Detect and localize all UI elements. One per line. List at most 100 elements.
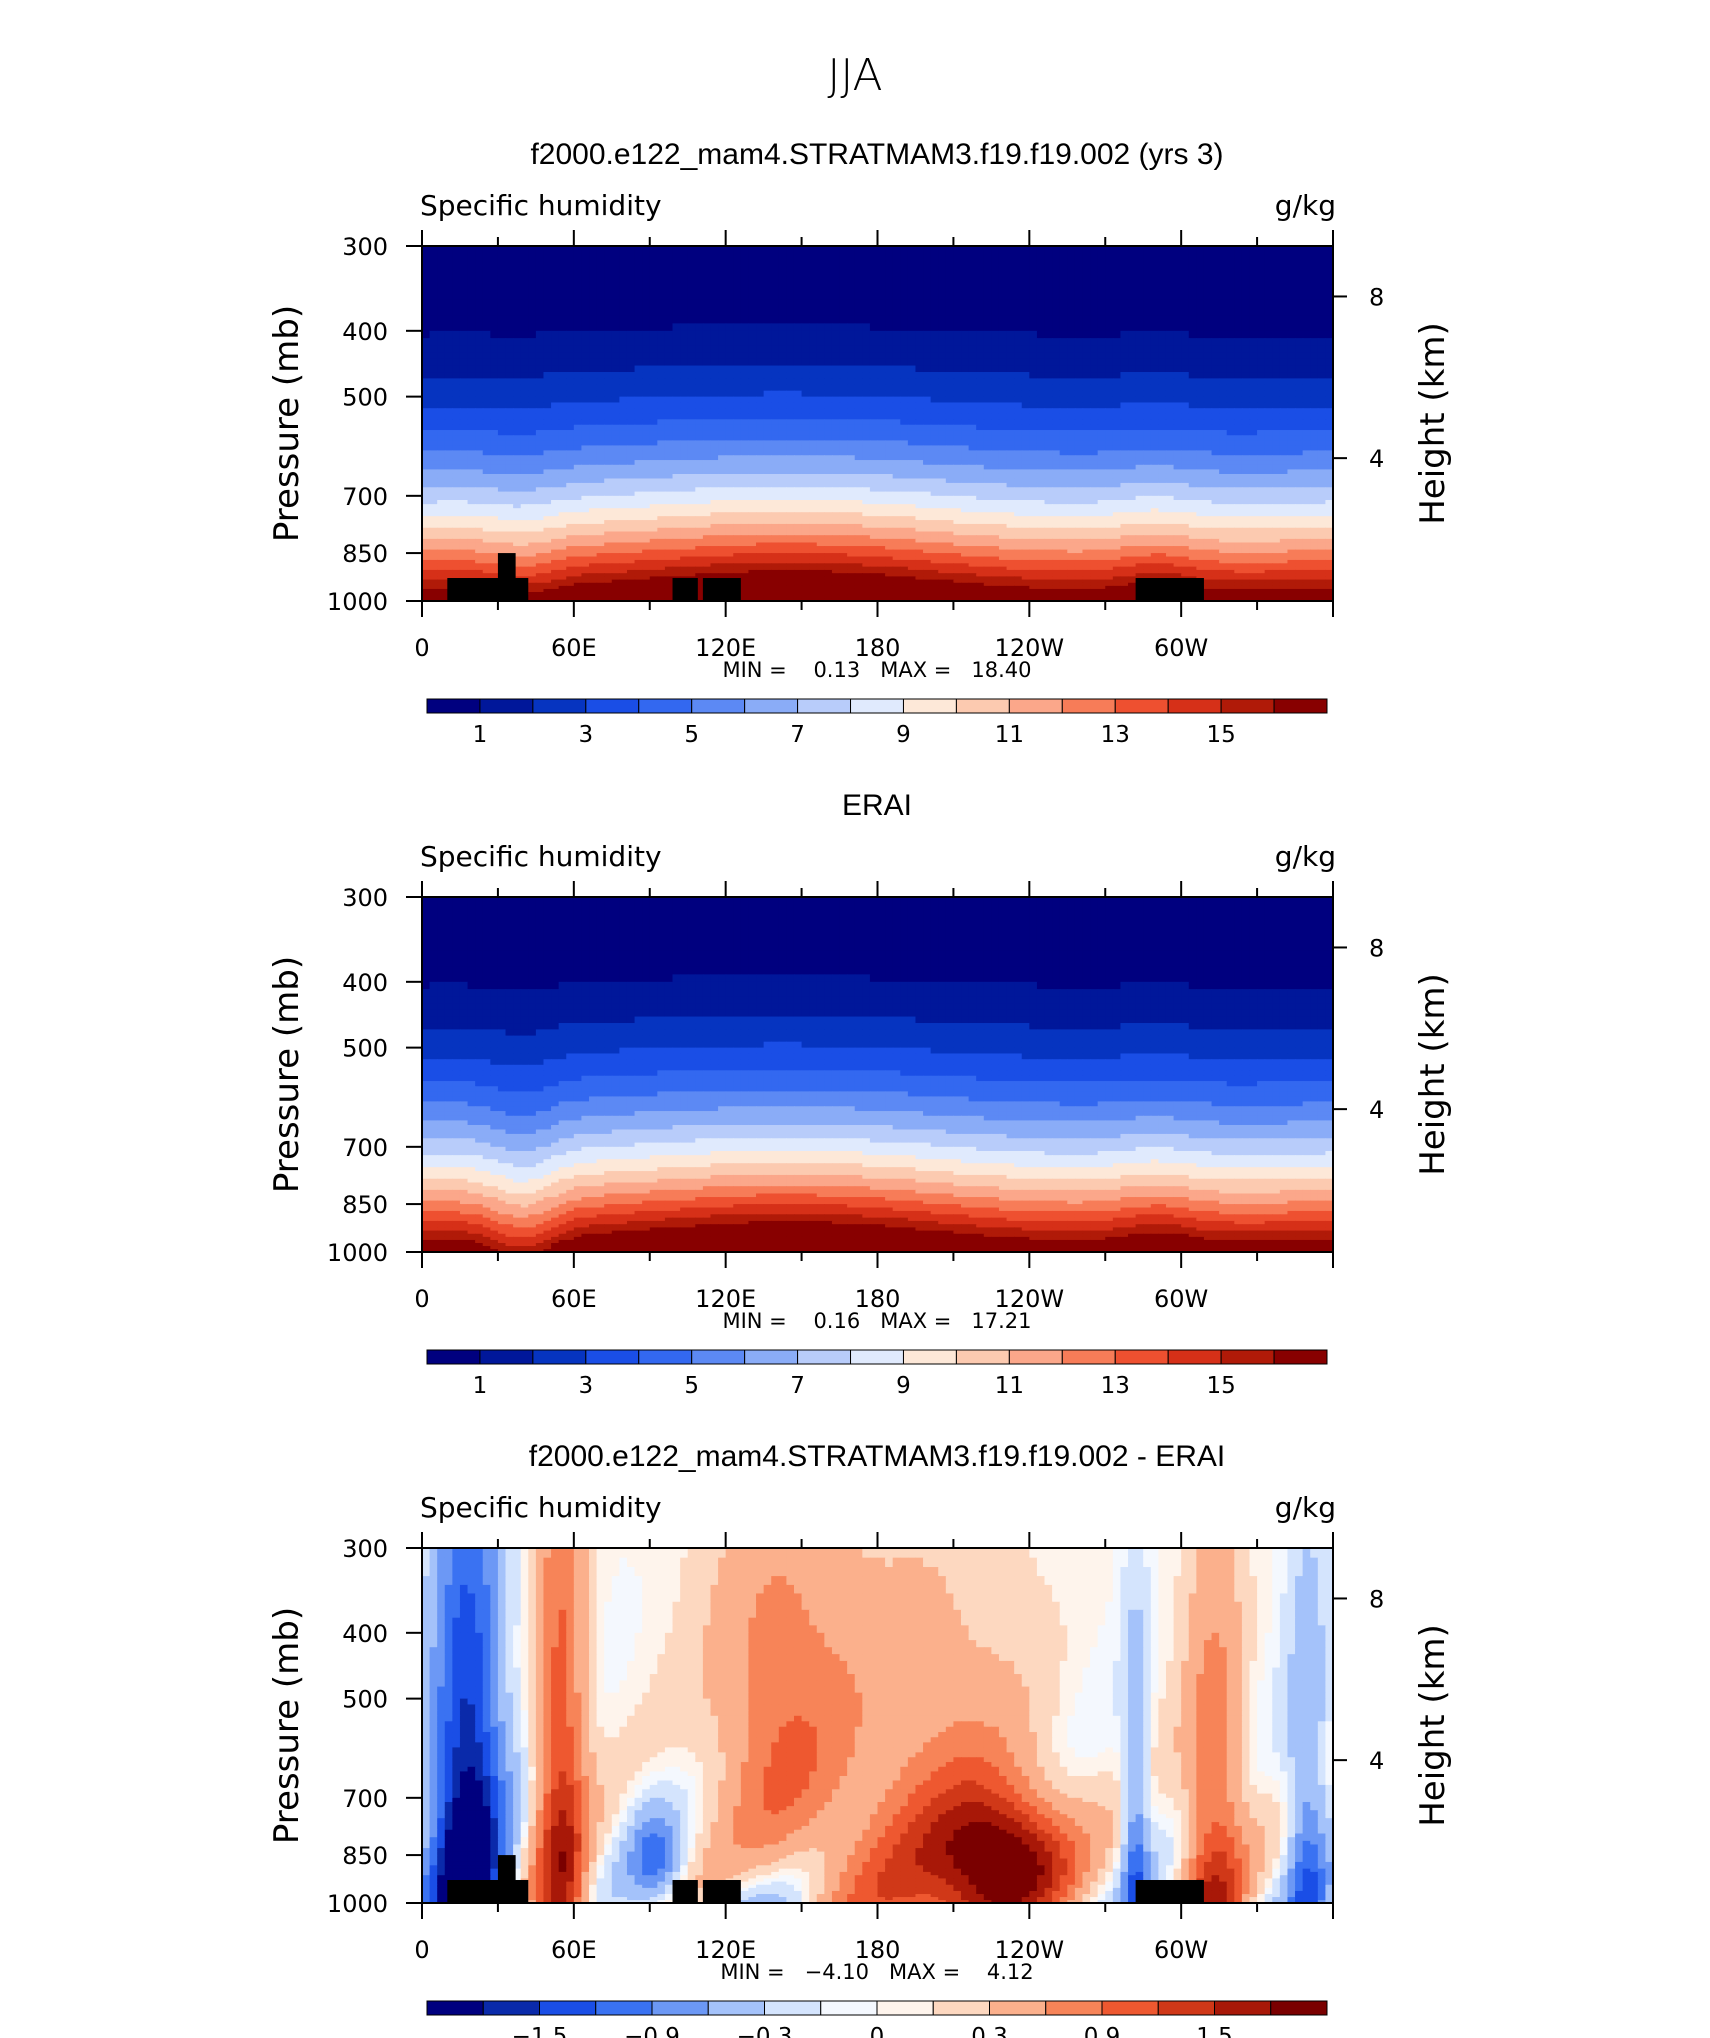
field-cell — [1310, 255, 1319, 266]
field-cell — [1044, 430, 1053, 436]
field-cell — [1287, 495, 1296, 501]
field-cell — [1158, 246, 1167, 257]
field-cell — [1188, 460, 1197, 466]
field-cell — [740, 378, 750, 386]
field-cell — [1044, 291, 1053, 301]
field-cell — [596, 396, 605, 404]
field-cell — [718, 500, 727, 505]
field-cell — [1211, 413, 1220, 420]
field-cell — [1105, 358, 1114, 367]
field-cell — [1135, 419, 1144, 426]
field-cell — [672, 430, 681, 436]
field-cell — [1287, 378, 1296, 386]
field-cell — [1128, 455, 1137, 461]
field-cell — [763, 464, 772, 471]
field-cell — [589, 435, 598, 441]
field-cell — [505, 291, 514, 301]
field-cell — [1097, 352, 1106, 360]
field-cell — [771, 482, 780, 488]
field-cell — [1219, 315, 1228, 324]
field-cell — [1105, 330, 1114, 339]
field-cell — [1143, 265, 1152, 275]
field-cell — [718, 435, 727, 441]
field-cell — [459, 473, 469, 480]
field-cell — [589, 455, 598, 461]
field-cell — [801, 282, 810, 293]
field-cell — [573, 424, 583, 431]
field-cell — [702, 408, 712, 415]
field-cell — [1325, 265, 1334, 275]
field-cell — [1219, 430, 1228, 436]
field-cell — [642, 330, 651, 339]
field-cell — [998, 408, 1008, 415]
field-cell — [1059, 246, 1068, 257]
field-cell — [1036, 378, 1046, 386]
field-cell — [1112, 430, 1122, 436]
field-cell — [793, 246, 803, 257]
field-cell — [497, 445, 507, 451]
field-cell — [854, 408, 863, 415]
field-cell — [1044, 338, 1053, 346]
field-cell — [786, 291, 795, 301]
field-cell — [1059, 478, 1068, 484]
field-cell — [581, 330, 590, 339]
field-cell — [437, 265, 446, 275]
field-cell — [976, 307, 985, 317]
field-cell — [1143, 491, 1152, 497]
field-cell — [1067, 384, 1076, 392]
field-cell — [718, 352, 727, 360]
field-cell — [1173, 430, 1182, 436]
field-cell — [763, 445, 772, 451]
field-cell — [1143, 478, 1152, 484]
field-cell — [961, 500, 970, 505]
field-cell — [733, 482, 742, 488]
field-cell — [1272, 419, 1281, 426]
field-cell — [854, 450, 863, 456]
field-cell — [543, 430, 552, 436]
field-cell — [756, 424, 765, 431]
field-cell — [1150, 408, 1159, 415]
field-cell — [513, 396, 522, 404]
field-cell — [1325, 435, 1334, 441]
field-cell — [437, 430, 446, 436]
field-cell — [642, 315, 651, 324]
field-cell — [1074, 345, 1084, 353]
field-cell — [680, 419, 689, 426]
field-cell — [847, 282, 856, 293]
field-cell — [1029, 413, 1038, 420]
field-cell — [490, 408, 499, 415]
field-cell — [718, 307, 727, 317]
field-cell — [915, 365, 924, 373]
field-cell — [513, 345, 522, 353]
field-cell — [991, 491, 1000, 497]
field-cell — [505, 445, 514, 451]
field-cell — [991, 246, 1000, 257]
field-cell — [756, 372, 765, 379]
field-cell — [1188, 282, 1197, 293]
field-cell — [945, 378, 955, 386]
field-cell — [725, 430, 734, 436]
field-cell — [1295, 384, 1304, 392]
field-cell — [1173, 274, 1182, 284]
field-cell — [733, 338, 742, 346]
field-cell — [991, 430, 1000, 436]
field-cell — [869, 419, 879, 426]
field-cell — [1128, 473, 1137, 480]
field-cell — [824, 246, 833, 257]
field-cell — [535, 435, 545, 441]
field-cell — [566, 455, 575, 461]
field-cell — [429, 491, 438, 497]
field-cell — [771, 440, 780, 447]
field-cell — [672, 473, 681, 480]
field-cell — [854, 464, 863, 471]
field-cell — [490, 435, 499, 441]
field-cell — [1052, 246, 1061, 257]
field-cell — [1181, 384, 1190, 392]
field-cell — [1241, 372, 1251, 379]
field-cell — [566, 390, 575, 398]
field-cell — [1188, 487, 1197, 493]
field-cell — [680, 246, 689, 257]
field-cell — [831, 246, 841, 257]
field-cell — [702, 365, 712, 373]
field-cell — [1006, 323, 1015, 332]
